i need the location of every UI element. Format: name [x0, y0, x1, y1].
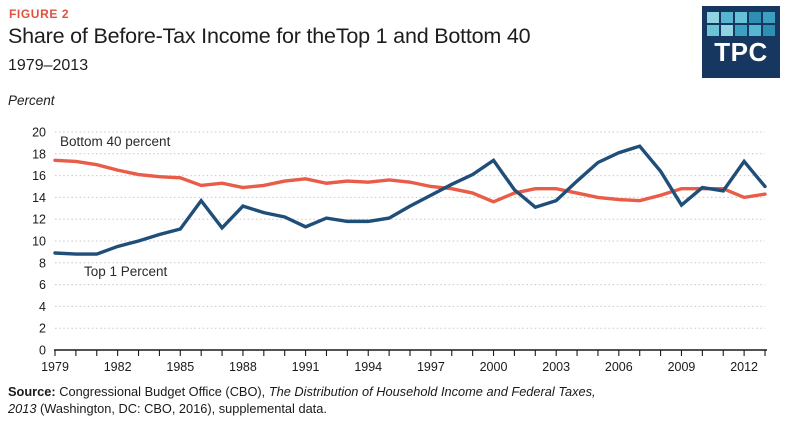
svg-text:1988: 1988	[229, 360, 257, 374]
svg-text:2009: 2009	[668, 360, 696, 374]
source-label: Source:	[8, 384, 56, 399]
source-title-italic-2: 2013	[8, 401, 37, 417]
page-title: Share of Before-Tax Income for theTop 1 …	[8, 24, 531, 48]
series-label-top-1: Top 1 Percent	[84, 264, 168, 279]
tpc-logo: TPC	[702, 6, 780, 78]
y-axis-unit-label: Percent	[8, 93, 55, 108]
svg-text:2000: 2000	[480, 360, 508, 374]
svg-text:2006: 2006	[605, 360, 633, 374]
tpc-logo-text: TPC	[714, 37, 768, 67]
tpc-logo-squares-icon	[707, 12, 775, 36]
source-note: Source: Congressional Budget Office (CBO…	[8, 383, 768, 418]
svg-text:1985: 1985	[166, 360, 194, 374]
subtitle-years: 1979–2013	[8, 57, 89, 74]
source-text: Congressional Budget Office (CBO),	[55, 384, 269, 399]
svg-text:2003: 2003	[542, 360, 570, 374]
series-label-bottom-40: Bottom 40 percent	[60, 134, 171, 149]
figure-label: FIGURE 2	[9, 7, 70, 21]
svg-text:14: 14	[32, 191, 46, 205]
svg-text:2: 2	[39, 322, 46, 336]
svg-text:4: 4	[39, 300, 46, 314]
svg-text:1991: 1991	[292, 360, 320, 374]
svg-text:16: 16	[32, 169, 46, 183]
svg-text:1982: 1982	[104, 360, 132, 374]
svg-text:2012: 2012	[730, 360, 758, 374]
svg-text:10: 10	[32, 235, 46, 249]
svg-text:20: 20	[32, 126, 46, 140]
source-title-italic: The Distribution of Household Income and…	[268, 384, 596, 399]
svg-text:1979: 1979	[41, 360, 69, 374]
svg-text:0: 0	[39, 344, 46, 358]
svg-text:12: 12	[32, 213, 46, 227]
svg-text:8: 8	[39, 256, 46, 270]
svg-text:1997: 1997	[417, 360, 445, 374]
source-text-2: (Washington, DC: CBO, 2016), supplementa…	[36, 401, 327, 417]
svg-text:18: 18	[32, 147, 46, 161]
svg-text:1994: 1994	[354, 360, 382, 374]
svg-text:6: 6	[39, 278, 46, 292]
line-chart: 0 2 4 6 8 10 12 14 16 18 20 1979 1982 1985 1988 1991 199…	[32, 126, 767, 374]
